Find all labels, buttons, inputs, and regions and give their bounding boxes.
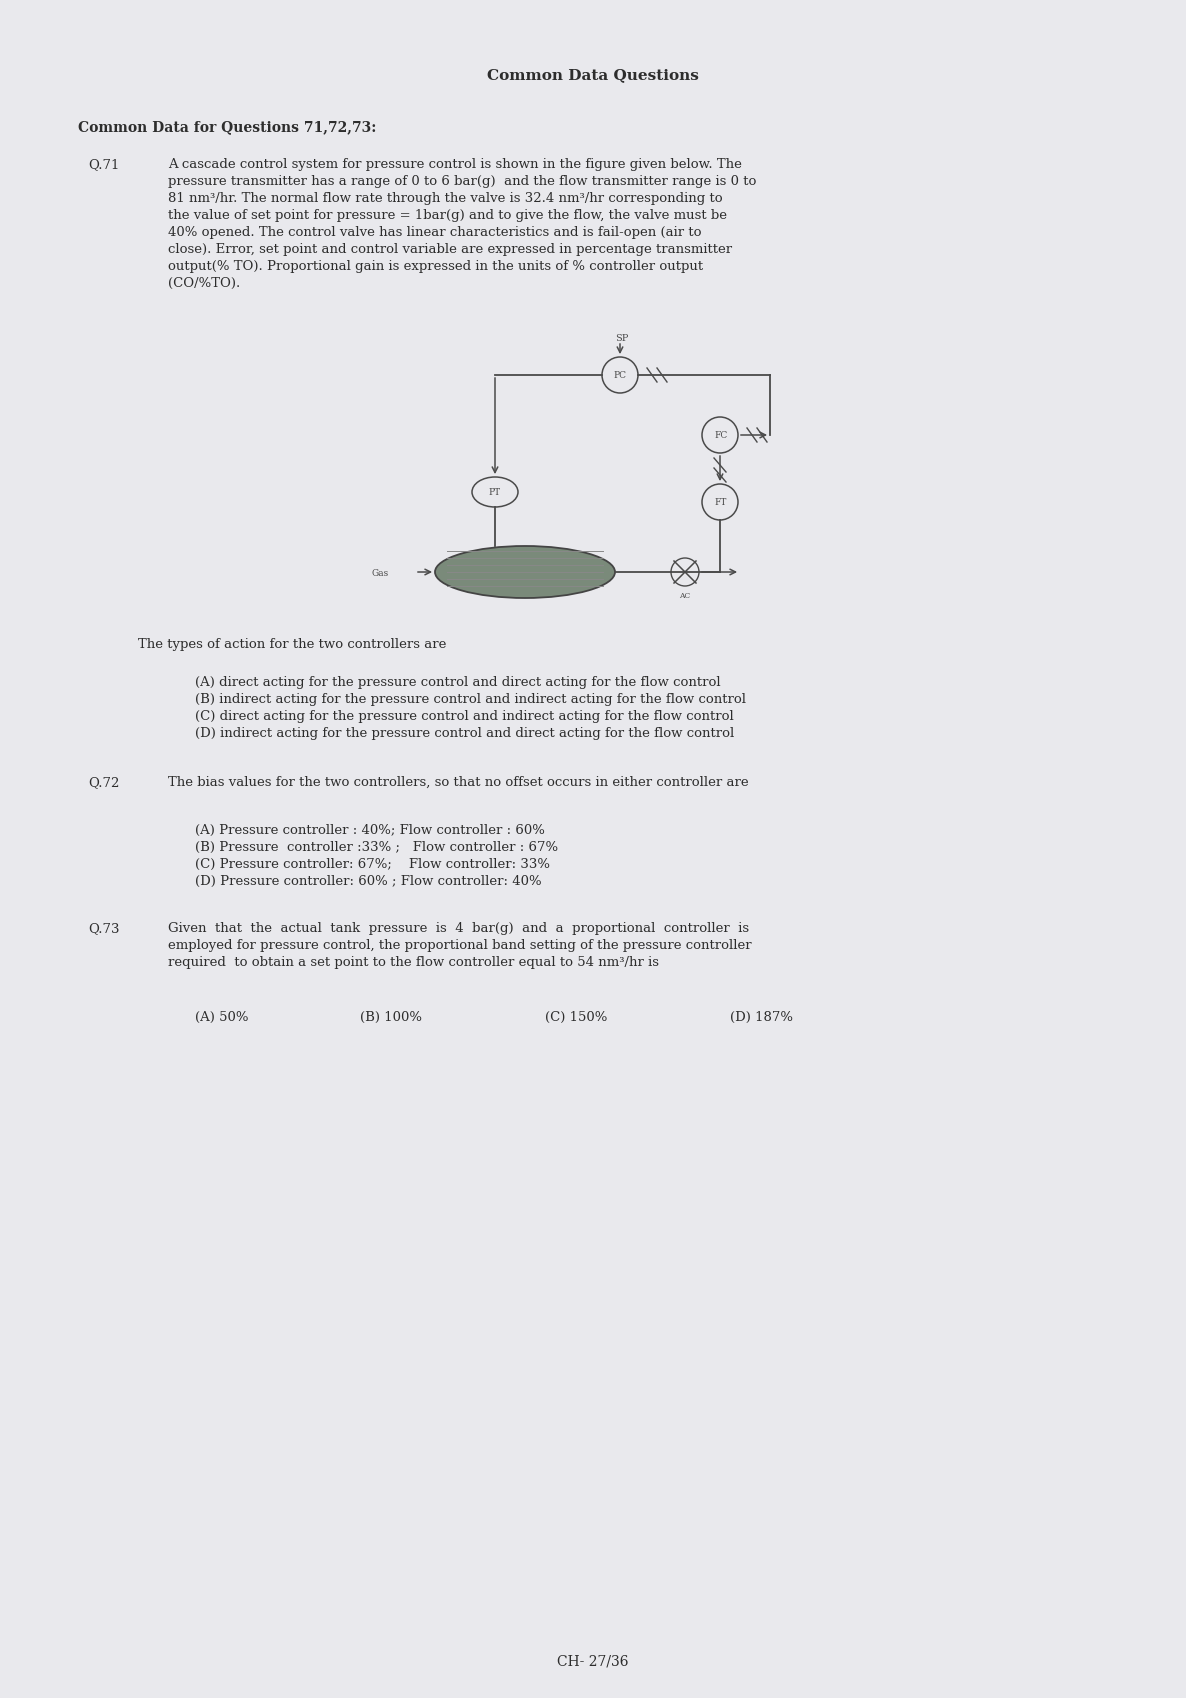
Text: FC: FC (714, 431, 727, 440)
Text: (D) indirect acting for the pressure control and direct acting for the flow cont: (D) indirect acting for the pressure con… (195, 727, 734, 740)
Text: close). Error, set point and control variable are expressed in percentage transm: close). Error, set point and control var… (168, 243, 732, 256)
Text: The types of action for the two controllers are: The types of action for the two controll… (138, 638, 446, 650)
Text: CH- 27/36: CH- 27/36 (557, 1654, 629, 1667)
Text: Given  that  the  actual  tank  pressure  is  4  bar(g)  and  a  proportional  c: Given that the actual tank pressure is 4… (168, 922, 750, 934)
Text: (A) Pressure controller : 40%; Flow controller : 60%: (A) Pressure controller : 40%; Flow cont… (195, 824, 544, 837)
Text: A cascade control system for pressure control is shown in the figure given below: A cascade control system for pressure co… (168, 158, 742, 171)
Text: PT: PT (487, 487, 500, 498)
Text: employed for pressure control, the proportional band setting of the pressure con: employed for pressure control, the propo… (168, 939, 752, 951)
Text: required  to obtain a set point to the flow controller equal to 54 nm³/hr is: required to obtain a set point to the fl… (168, 956, 659, 968)
Text: (D) 187%: (D) 187% (731, 1010, 793, 1024)
Text: Q.72: Q.72 (88, 776, 120, 788)
Text: pressure transmitter has a range of 0 to 6 bar(g)  and the flow transmitter rang: pressure transmitter has a range of 0 to… (168, 175, 757, 188)
Ellipse shape (435, 547, 616, 599)
Text: (C) Pressure controller: 67%;    Flow controller: 33%: (C) Pressure controller: 67%; Flow contr… (195, 857, 550, 871)
Text: the value of set point for pressure = 1bar(g) and to give the flow, the valve mu: the value of set point for pressure = 1b… (168, 209, 727, 222)
Text: Q.71: Q.71 (88, 158, 120, 171)
Text: PC: PC (613, 370, 626, 380)
Text: (C) direct acting for the pressure control and indirect acting for the flow cont: (C) direct acting for the pressure contr… (195, 710, 734, 723)
Text: Common Data Questions: Common Data Questions (487, 68, 699, 82)
Text: (A) direct acting for the pressure control and direct acting for the flow contro: (A) direct acting for the pressure contr… (195, 676, 721, 689)
Text: (B) indirect acting for the pressure control and indirect acting for the flow co: (B) indirect acting for the pressure con… (195, 693, 746, 706)
Text: Common Data for Questions 71,72,73:: Common Data for Questions 71,72,73: (78, 121, 376, 134)
Text: (B) 100%: (B) 100% (361, 1010, 422, 1024)
Text: (D) Pressure controller: 60% ; Flow controller: 40%: (D) Pressure controller: 60% ; Flow cont… (195, 874, 542, 888)
Text: Q.73: Q.73 (88, 922, 120, 934)
Text: The bias values for the two controllers, so that no offset occurs in either cont: The bias values for the two controllers,… (168, 776, 748, 788)
Text: output(% TO). Proportional gain is expressed in the units of % controller output: output(% TO). Proportional gain is expre… (168, 260, 703, 273)
Text: AC: AC (680, 591, 690, 599)
Text: (CO/%TO).: (CO/%TO). (168, 277, 241, 290)
Text: (A) 50%: (A) 50% (195, 1010, 249, 1024)
Text: (B) Pressure  controller :33% ;   Flow controller : 67%: (B) Pressure controller :33% ; Flow cont… (195, 841, 559, 854)
Text: 81 nm³/hr. The normal flow rate through the valve is 32.4 nm³/hr corresponding t: 81 nm³/hr. The normal flow rate through … (168, 192, 722, 205)
Text: FT: FT (714, 498, 726, 506)
Text: Gas: Gas (371, 569, 388, 577)
Text: (C) 150%: (C) 150% (546, 1010, 607, 1024)
Text: 40% opened. The control valve has linear characteristics and is fail-open (air t: 40% opened. The control valve has linear… (168, 226, 701, 239)
Text: SP: SP (616, 335, 629, 343)
